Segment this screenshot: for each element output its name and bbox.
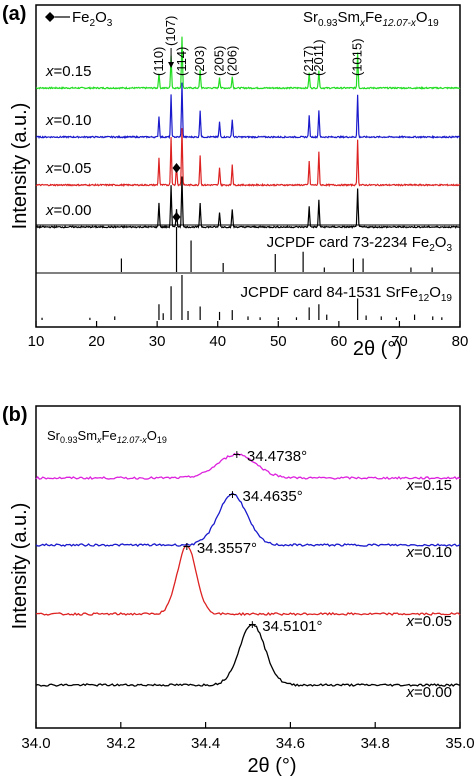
panel-a-frame	[35, 4, 461, 328]
peak-label: (217)	[301, 46, 316, 76]
panel-b-xlabel: 2θ (°)	[247, 755, 296, 777]
peak-label: (110)	[151, 47, 166, 76]
x-tick-label: 70	[391, 333, 408, 350]
panel-a-ylabel: Intensity (a.u.)	[9, 103, 31, 230]
series-label: x=0.00	[45, 202, 91, 219]
trace-x=0.10	[35, 492, 461, 548]
peak-plus-icon: +	[228, 486, 236, 502]
trace-x=0.15	[35, 36, 461, 90]
x-tick-label: 60	[331, 333, 348, 350]
x-tick-label: 20	[88, 333, 105, 350]
x-tick-label: 40	[209, 333, 226, 350]
panel-a: (a) x=0.15 x=0.10 x=0.05 x=0.00 JCPDF card …	[2, 3, 468, 360]
fe2o3-marker-icon	[172, 163, 181, 173]
peak-plus-icon: +	[183, 538, 191, 554]
series-label: x=0.00	[406, 684, 452, 701]
series-label: x=0.10	[406, 544, 452, 561]
panel-a-label: (a)	[2, 3, 26, 25]
peak-position-label: 34.5101°	[262, 618, 322, 635]
peak-plus-icon: +	[233, 446, 241, 462]
peak-label: (114)	[174, 47, 189, 76]
x-tick-label: 34.8	[361, 735, 390, 752]
panel-a-legend: Fe2O3	[45, 9, 113, 29]
panel-b: (b) Sr0.93SmxFe12.07-xO19 +34.4738° x=0.1…	[2, 404, 474, 777]
x-tick-label: 80	[452, 333, 469, 350]
x-tick-label: 35.0	[445, 735, 474, 752]
arrow-down-icon	[168, 62, 175, 68]
peak-position-label: 34.3557°	[197, 540, 257, 557]
panel-b-label: (b)	[2, 404, 28, 426]
x-tick-label: 34.4	[191, 735, 220, 752]
panel-b-frame	[35, 405, 461, 729]
trace-x=0.05	[35, 128, 461, 188]
peak-label: (107)	[163, 16, 178, 46]
peak-label: (1015)	[350, 38, 365, 76]
trace-x=0.10	[35, 82, 461, 140]
x-tick-label: 10	[28, 333, 45, 350]
x-tick-label: 34.2	[106, 735, 135, 752]
reference-label: JCPDF card 84-1531 SrFe12O19	[241, 284, 453, 304]
series-label: x=0.10	[45, 112, 91, 129]
fe2o3-marker-icon	[172, 212, 181, 222]
x-tick-label: 34.0	[21, 735, 50, 752]
peak-label: (2011)	[311, 39, 326, 76]
peak-position-label: 34.4738°	[247, 448, 307, 465]
panel-b-traces: +34.4738° x=0.15 + 34.4635° x=0.10 + 34.3557° x…	[35, 446, 461, 701]
panel-a-formula: Sr0.93SmxFe12.07-xO19	[303, 9, 439, 29]
series-label: x=0.15	[45, 63, 91, 80]
panel-a-xlabel: 2θ (°)	[353, 338, 402, 360]
panel-b-ylabel: Intensity (a.u.)	[9, 503, 31, 630]
panel-a-traces: x=0.15 x=0.10 x=0.05 x=0.00	[35, 36, 461, 229]
trace-x=0.15	[35, 452, 461, 480]
series-label: x=0.05	[406, 613, 452, 630]
x-tick-label: 30	[149, 333, 166, 350]
series-label: x=0.15	[406, 477, 452, 494]
trace-x=0.00	[35, 176, 461, 229]
panel-a-peak-labels: (110)(107)(114) (203) (205)(206) (217)(2011…	[151, 16, 365, 76]
peak-position-label: 34.4635°	[243, 488, 303, 505]
peak-label: (205)	[212, 46, 227, 76]
reference-label: JCPDF card 73-2234 Fe2O3	[267, 234, 453, 254]
legend-text: Fe2O3	[72, 9, 113, 29]
panel-a-x-ticks: 10 20 30 40 50 60 70 80	[28, 321, 469, 350]
fe2o3-legend-diamond-icon	[45, 12, 55, 22]
trace-x=0.05	[35, 545, 461, 616]
peak-label: (203)	[192, 46, 207, 76]
panel-b-formula: Sr0.93SmxFe12.07-xO19	[47, 428, 167, 445]
peak-plus-icon: +	[248, 616, 256, 632]
panel-a-references: JCPDF card 73-2234 Fe2O3 JCPDF card 84-15…	[41, 227, 453, 320]
x-tick-label: 50	[270, 333, 287, 350]
series-label: x=0.05	[45, 160, 91, 177]
trace-x=0.00	[35, 623, 461, 687]
x-tick-label: 34.6	[276, 735, 305, 752]
panel-b-x-ticks: 34.0 34.2 34.4 34.6 34.8 35.0	[21, 722, 474, 752]
peak-label: (206)	[224, 46, 239, 76]
